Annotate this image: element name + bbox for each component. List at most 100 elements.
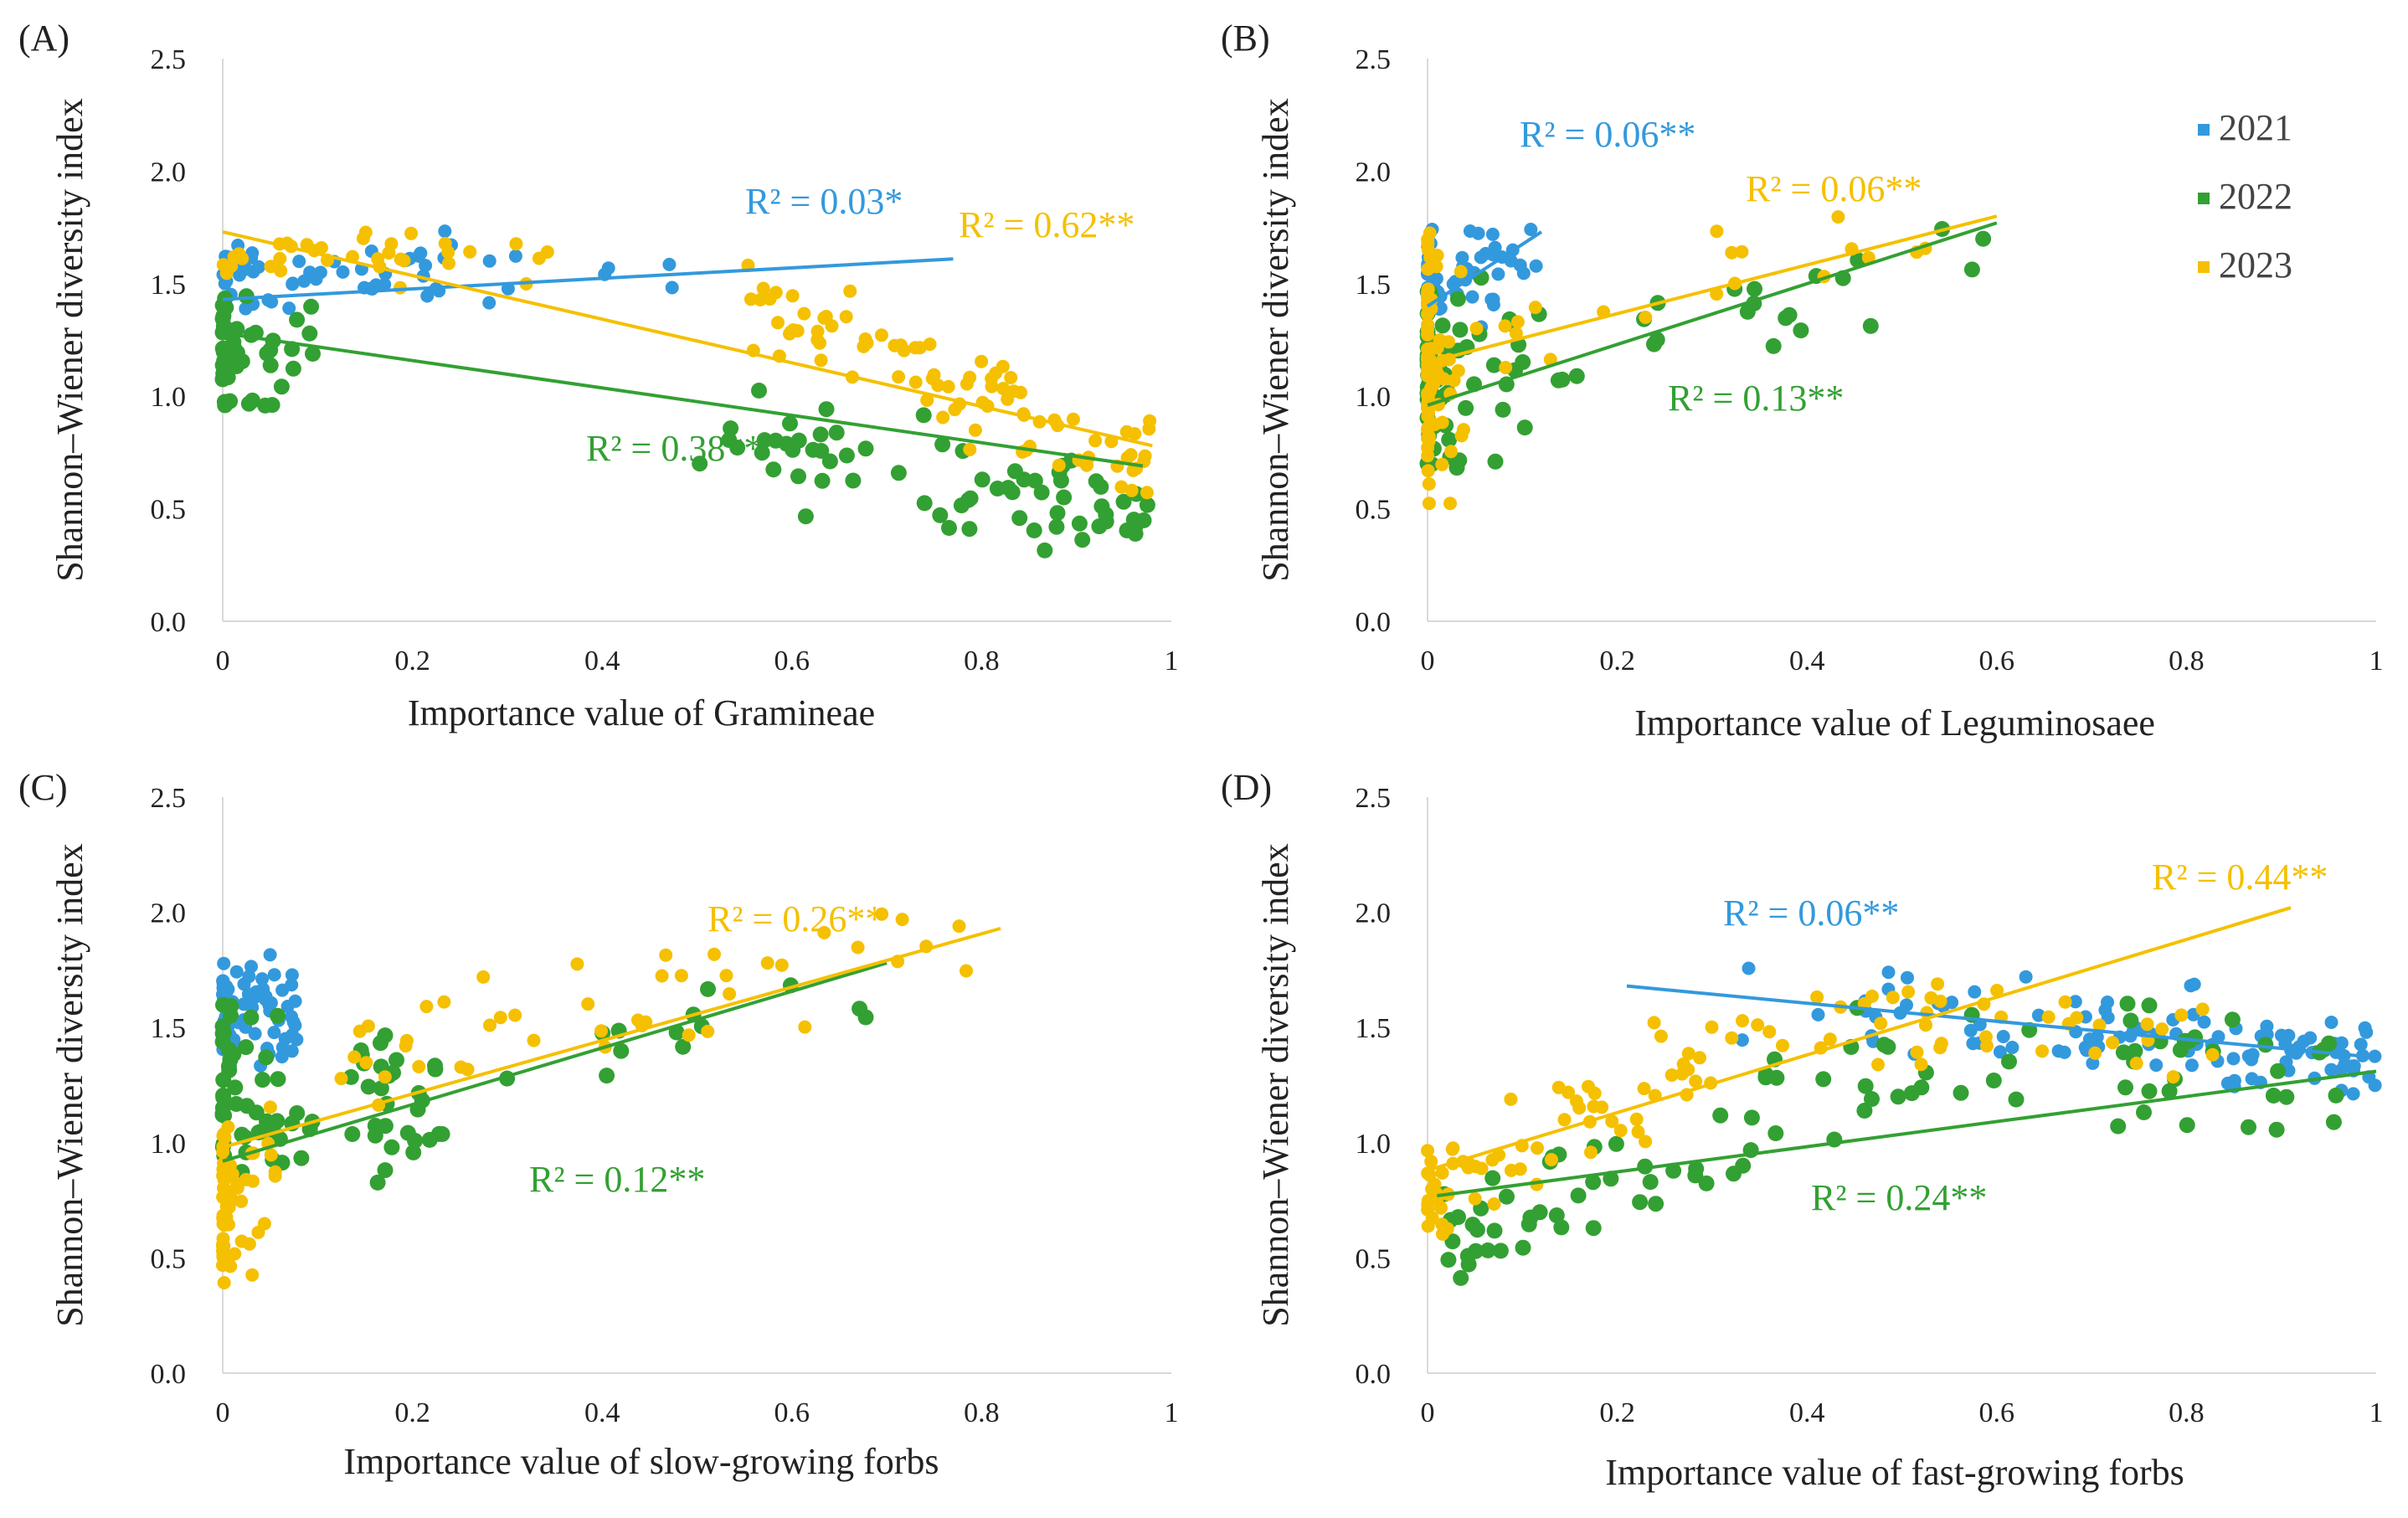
point-2022 <box>227 1079 244 1096</box>
point-2022 <box>782 415 798 432</box>
point-2021 <box>267 1026 281 1040</box>
panel-c: (C) 0.0 0.5 1.0 1.5 2.0 2.5 0 0.2 0.4 0.6 0.8 1 Impor… <box>18 767 1179 1482</box>
point-2022 <box>243 1009 260 1026</box>
r2-label-2021: R² = 0.03* <box>745 181 903 222</box>
point-2023 <box>1978 1030 1993 1044</box>
point-2022 <box>270 1071 286 1088</box>
point-2021 <box>1516 266 1531 280</box>
point-2023 <box>1637 1082 1651 1096</box>
point-2023 <box>1126 463 1140 477</box>
point-2021 <box>263 948 277 962</box>
point-2023 <box>2088 1046 2102 1060</box>
point-2022 <box>1778 310 1794 327</box>
point-2022 <box>1484 1170 1501 1186</box>
point-2023 <box>1528 301 1542 315</box>
point-2023 <box>273 251 287 265</box>
point-2021 <box>1901 970 1914 985</box>
point-2023 <box>1088 434 1103 448</box>
panel-label: (C) <box>18 767 68 808</box>
point-2021 <box>248 1027 262 1041</box>
point-2022 <box>1642 1174 1659 1191</box>
point-2023 <box>347 1050 362 1064</box>
point-2022 <box>2110 1118 2127 1135</box>
point-2022 <box>852 1001 868 1017</box>
x-tick-label: 0.4 <box>584 646 620 677</box>
point-2023 <box>442 256 455 270</box>
point-2022 <box>1850 252 1866 269</box>
y-tick-label: 2.0 <box>151 157 187 188</box>
point-2022 <box>1515 1239 1531 1256</box>
x-tick-label: 0.6 <box>774 1397 810 1428</box>
point-2021 <box>2101 1011 2115 1025</box>
point-2023 <box>771 316 785 330</box>
point-2023 <box>631 1013 645 1027</box>
point-2021 <box>2211 1030 2225 1044</box>
point-2023 <box>384 237 399 251</box>
point-2023 <box>927 368 941 382</box>
point-2023 <box>1665 1068 1679 1082</box>
point-2023 <box>1435 415 1449 430</box>
point-2023 <box>224 1168 239 1182</box>
point-2023 <box>707 947 721 961</box>
point-2022 <box>1739 303 1756 320</box>
point-2023 <box>810 324 825 338</box>
x-tick-label: 0 <box>1421 1397 1435 1428</box>
point-2022 <box>1088 473 1104 490</box>
point-2022 <box>215 307 232 324</box>
point-2021 <box>217 956 231 970</box>
point-2023 <box>1931 977 1945 991</box>
point-2022 <box>1953 1084 1969 1101</box>
point-2023 <box>1710 224 1724 239</box>
point-2021 <box>2303 1031 2318 1045</box>
point-2023 <box>763 292 777 306</box>
point-2021 <box>2354 1037 2368 1052</box>
point-2022 <box>1698 1175 1715 1191</box>
point-2022 <box>2328 1087 2344 1104</box>
point-2021 <box>2057 1045 2071 1059</box>
point-2022 <box>1712 1107 1729 1124</box>
point-2023 <box>2140 1017 2154 1032</box>
point-2021 <box>275 1050 289 1064</box>
point-2021 <box>2005 1041 2020 1054</box>
point-2023 <box>1725 245 1739 260</box>
x-tick-label: 0.6 <box>1979 646 2015 677</box>
point-2021 <box>2359 1025 2374 1039</box>
point-2023 <box>454 1060 468 1074</box>
point-2022 <box>1000 480 1016 497</box>
point-2023 <box>1421 409 1435 424</box>
point-2022 <box>2122 1012 2139 1029</box>
point-2023 <box>1430 249 1444 262</box>
y-tick-label: 1.0 <box>151 382 187 413</box>
point-2022 <box>751 383 767 399</box>
point-2022 <box>1458 399 1474 416</box>
panels: (A) 0.0 0.5 1.0 1.5 2.0 2.5 0 0.2 0.4 0.6 0.8 1 Impor… <box>18 18 2384 1493</box>
point-2023 <box>594 1024 608 1038</box>
trendline-2023 <box>222 230 1153 448</box>
x-tick-label: 0 <box>1421 646 1435 677</box>
point-2022 <box>813 443 830 459</box>
point-2023 <box>774 958 789 972</box>
point-2023 <box>1810 990 1824 1004</box>
point-2023 <box>798 1020 812 1034</box>
point-2023 <box>1735 244 1749 259</box>
point-2023 <box>797 306 811 321</box>
point-2023 <box>234 1234 249 1248</box>
x-tick-label: 0.8 <box>964 1397 1000 1428</box>
point-2023 <box>908 341 923 355</box>
point-2023 <box>1424 342 1438 356</box>
point-2022 <box>692 455 708 472</box>
point-2023 <box>1681 1063 1695 1077</box>
point-2022 <box>405 1144 422 1160</box>
point-2022 <box>1026 522 1042 538</box>
point-2022 <box>2268 1121 2285 1138</box>
point-2021 <box>292 255 306 269</box>
trendline-2021 <box>222 257 954 301</box>
point-2021 <box>1945 996 1959 1010</box>
y-tick-label: 2.5 <box>1356 783 1392 814</box>
trendline-2022 <box>222 331 1144 468</box>
point-2022 <box>700 980 716 997</box>
point-2022 <box>1975 230 1992 247</box>
point-2022 <box>1875 1037 1892 1053</box>
point-2022 <box>2278 1088 2295 1105</box>
point-2021 <box>1484 292 1499 306</box>
